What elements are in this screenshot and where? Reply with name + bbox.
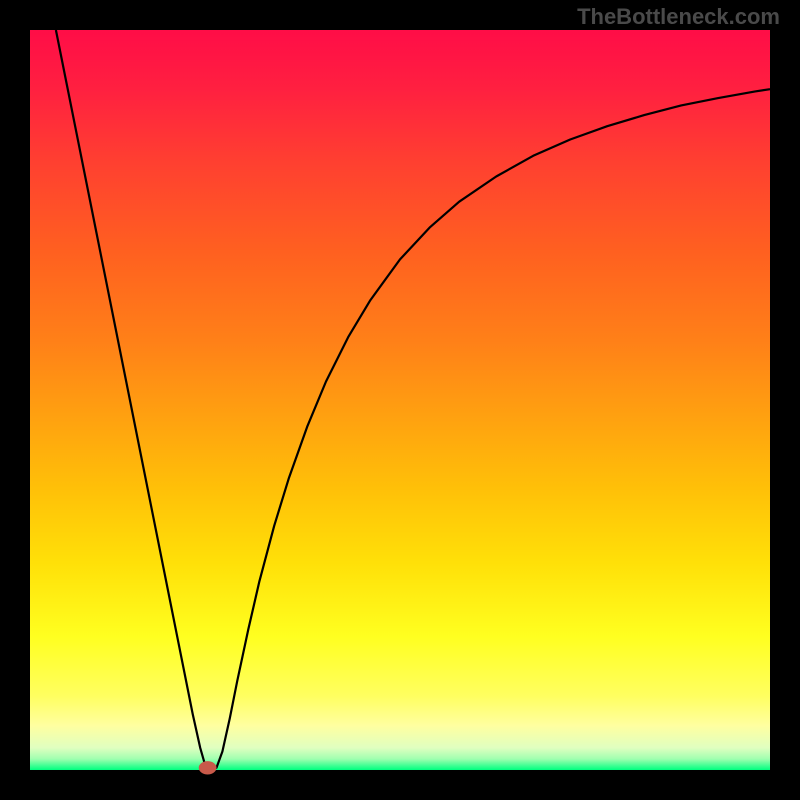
chart-container: TheBottleneck.com xyxy=(0,0,800,800)
bottleneck-chart xyxy=(0,0,800,800)
plot-gradient-background xyxy=(30,30,770,770)
watermark-text: TheBottleneck.com xyxy=(577,4,780,30)
minimum-marker xyxy=(199,761,217,774)
